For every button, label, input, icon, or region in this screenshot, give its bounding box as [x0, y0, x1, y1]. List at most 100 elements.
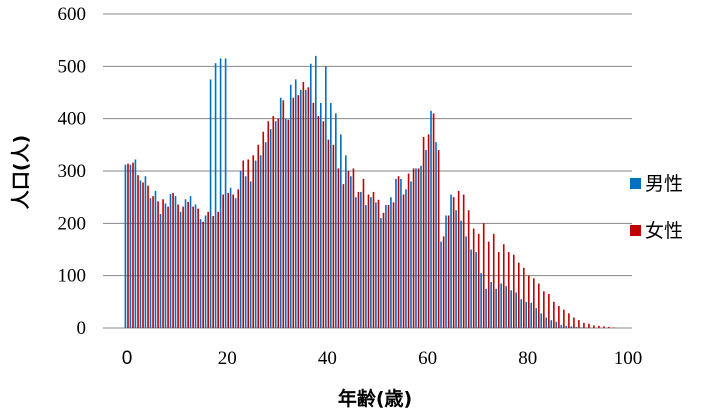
y-axis-title: 人口(人) — [10, 135, 32, 209]
bar-male-age-66 — [455, 210, 457, 328]
y-tick-label: 100 — [58, 266, 87, 287]
bar-male-age-57 — [410, 181, 412, 328]
x-tick-label: 100 — [614, 348, 643, 369]
bar-male-age-6 — [154, 190, 157, 328]
bar-female-age-82 — [538, 283, 540, 328]
legend-swatch-male — [630, 178, 641, 189]
bar-male-age-56 — [405, 189, 407, 328]
legend: 男性 女性 — [630, 173, 683, 242]
bar-male-age-1 — [129, 164, 132, 328]
bar-female-age-42 — [337, 168, 340, 328]
bar-female-age-25 — [252, 155, 255, 328]
bar-female-age-44 — [347, 171, 350, 328]
bar-male-age-52 — [385, 205, 387, 328]
bar-male-age-91 — [580, 327, 583, 328]
bar-female-age-80 — [528, 275, 530, 328]
bar-female-age-75 — [502, 244, 505, 328]
x-tick-label: 80 — [518, 348, 537, 369]
bar-female-age-87 — [563, 309, 565, 328]
bar-female-age-24 — [247, 159, 250, 328]
bar-female-age-9 — [172, 192, 174, 328]
bar-female-age-55 — [402, 194, 405, 328]
bar-female-age-71 — [482, 223, 485, 328]
bar-male-age-59 — [420, 165, 422, 328]
y-axis-ticks: 0 100 200 300 400 500 600 — [58, 4, 87, 339]
bar-male-age-29 — [269, 129, 272, 328]
bar-female-age-29 — [272, 116, 275, 328]
bar-female-age-56 — [407, 173, 410, 328]
bar-male-age-71 — [480, 273, 482, 328]
bar-male-age-75 — [500, 283, 502, 328]
bar-male-age-10 — [174, 196, 177, 328]
bar-male-age-3 — [139, 180, 142, 328]
bar-male-age-65 — [450, 194, 452, 328]
bar-female-age-77 — [512, 254, 515, 328]
bar-male-age-55 — [400, 178, 402, 328]
bar-male-age-47 — [360, 191, 362, 328]
legend-label-female: 女性 — [645, 220, 683, 242]
bar-male-age-62 — [435, 142, 437, 328]
bar-male-age-33 — [289, 84, 292, 329]
bar-female-age-10 — [177, 204, 179, 328]
bar-female-age-13 — [192, 206, 194, 328]
bar-female-age-97 — [613, 327, 615, 328]
bar-female-age-94 — [598, 325, 600, 328]
bar-female-age-4 — [147, 185, 149, 328]
bar-female-age-81 — [533, 278, 535, 328]
bar-female-age-79 — [522, 267, 525, 328]
x-tick-label: 60 — [418, 348, 437, 369]
bar-female-age-65 — [452, 197, 455, 328]
legend-label-male: 男性 — [645, 173, 683, 195]
bar-female-age-14 — [197, 208, 199, 328]
bar-male-age-88 — [565, 325, 568, 328]
y-tick-label: 0 — [77, 318, 87, 339]
bar-female-age-69 — [472, 228, 475, 328]
bar-male-age-79 — [520, 299, 522, 328]
bar-male-age-8 — [164, 203, 167, 328]
bar-female-age-84 — [548, 293, 550, 328]
bar-male-age-20 — [224, 58, 227, 328]
bar-male-age-86 — [555, 321, 558, 328]
bar-male-age-5 — [149, 198, 152, 328]
bar-female-age-63 — [442, 236, 445, 328]
bar-male-age-42 — [335, 113, 337, 329]
bar-male-age-28 — [264, 142, 267, 328]
bar-male-age-84 — [545, 317, 548, 328]
y-tick-label: 500 — [58, 56, 87, 77]
bar-male-age-39 — [319, 102, 322, 328]
bar-female-age-22 — [237, 189, 240, 328]
bar-female-age-33 — [292, 97, 295, 328]
bar-female-age-1 — [132, 162, 134, 328]
bar-female-age-31 — [282, 100, 285, 328]
bar-male-age-11 — [179, 211, 182, 328]
bar-male-age-73 — [490, 281, 492, 328]
bar-female-age-27 — [262, 131, 265, 328]
bar-male-age-23 — [239, 171, 242, 328]
bar-female-age-73 — [492, 233, 495, 328]
bar-male-age-46 — [355, 197, 357, 328]
bar-female-age-61 — [432, 113, 435, 329]
bar-female-age-74 — [497, 252, 500, 328]
bar-female-age-70 — [477, 233, 480, 328]
bar-male-age-27 — [259, 155, 262, 328]
bar-female-age-40 — [327, 139, 330, 328]
bar-female-age-62 — [437, 150, 440, 328]
bar-male-age-80 — [525, 301, 527, 328]
bar-male-age-43 — [340, 134, 342, 328]
bar-female-age-67 — [462, 194, 465, 328]
bar-male-age-2 — [134, 159, 137, 328]
bar-female-age-86 — [558, 306, 560, 328]
bar-male-age-21 — [229, 187, 232, 328]
bar-male-age-26 — [254, 160, 257, 328]
bar-female-age-43 — [342, 184, 345, 328]
bar-male-age-90 — [575, 326, 578, 328]
bar-female-age-49 — [372, 191, 375, 328]
bar-female-age-17 — [212, 216, 214, 328]
bar-male-age-30 — [274, 121, 277, 328]
bar-male-age-81 — [530, 302, 533, 328]
bar-male-age-69 — [470, 249, 472, 328]
bar-female-age-88 — [568, 313, 570, 328]
bar-male-age-82 — [535, 308, 538, 328]
bar-female-age-26 — [257, 144, 260, 328]
